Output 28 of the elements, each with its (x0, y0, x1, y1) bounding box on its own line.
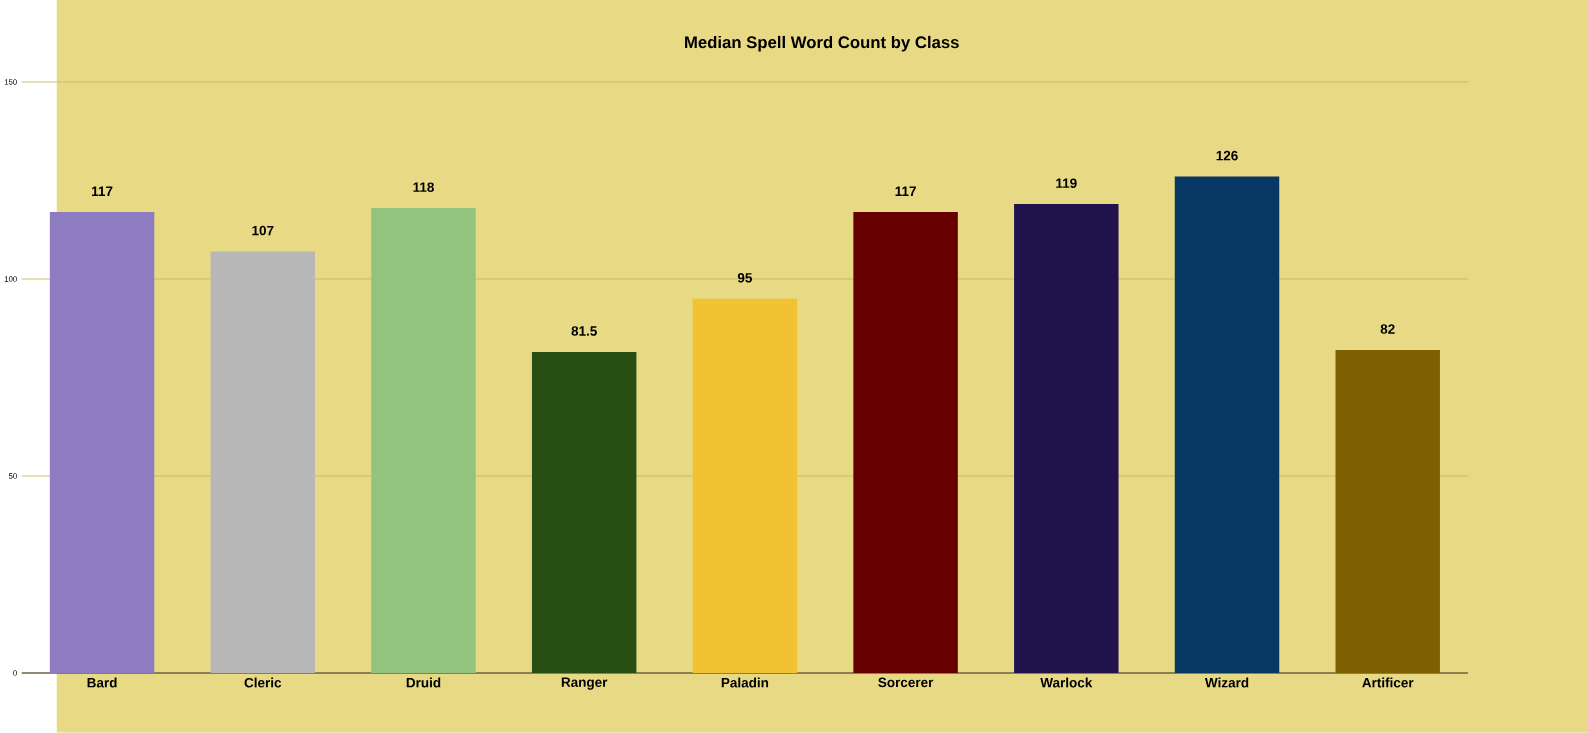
bar (49, 212, 155, 674)
bar (1335, 350, 1440, 674)
bar (371, 208, 476, 674)
bar (853, 212, 958, 674)
data-label: 95 (737, 273, 753, 283)
x-tick-label: Warlock (1040, 677, 1093, 688)
bar (531, 351, 637, 674)
chart-title: Median Spell Word Count by Class (685, 36, 959, 52)
data-label: 107 (252, 225, 274, 236)
bar (1174, 176, 1280, 674)
x-tick-label: Cleric (244, 677, 282, 688)
bar (692, 298, 798, 674)
data-label: 82 (1380, 324, 1395, 334)
data-label: 81.5 (571, 326, 597, 336)
data-label: 117 (895, 186, 916, 196)
x-tick-label: Paladin (721, 677, 769, 688)
x-tick-label: Wizard (1204, 677, 1249, 688)
data-label: 119 (1056, 178, 1077, 189)
x-tick-label: Druid (406, 677, 441, 688)
data-label: 126 (1216, 150, 1238, 161)
bar (210, 251, 315, 674)
x-tick-label: Artificer (1362, 677, 1414, 688)
x-tick-label: Sorcerer (878, 677, 934, 688)
x-tick-label: Ranger (561, 677, 608, 690)
x-tick-label: Bard (87, 677, 117, 688)
bar (1014, 204, 1119, 674)
data-label: 118 (413, 182, 434, 193)
data-label: 117 (92, 186, 113, 196)
